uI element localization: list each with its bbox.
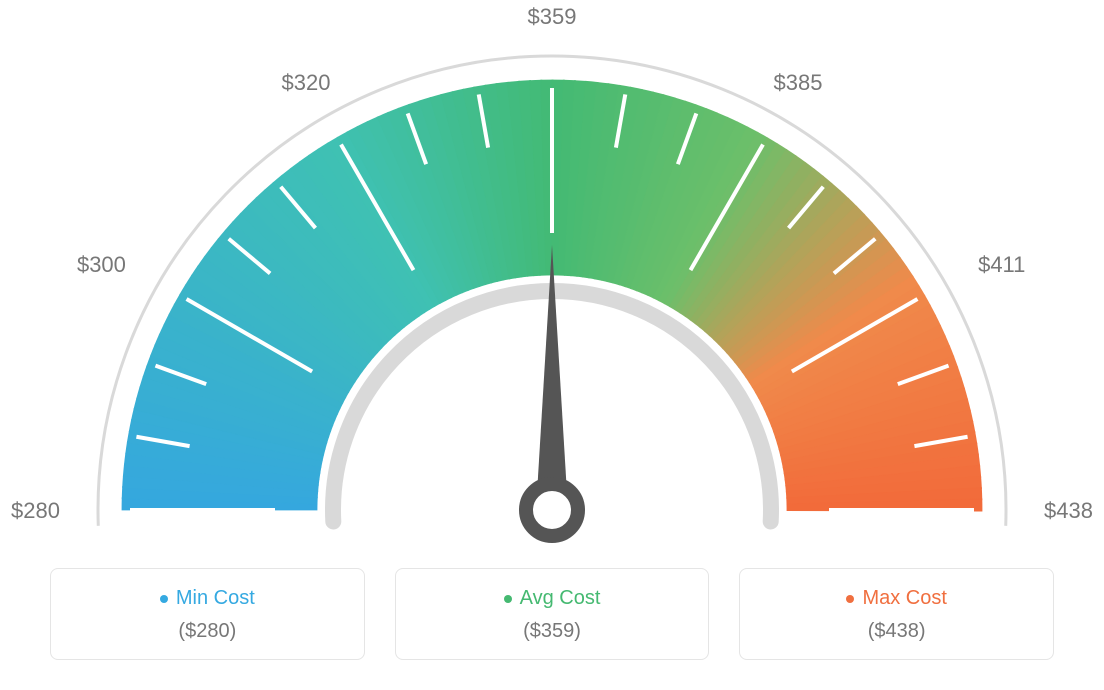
gauge-tick-label: $320: [282, 70, 331, 95]
gauge-tick-label: $411: [978, 252, 1025, 277]
legend-card-max: Max Cost ($438): [739, 568, 1054, 660]
gauge-tick-label: $359: [528, 4, 577, 29]
legend-title-min: Min Cost: [61, 587, 354, 610]
gauge-tick-label: $385: [774, 70, 823, 95]
legend-label-min: Min Cost: [176, 587, 255, 609]
legend-title-avg: Avg Cost: [406, 587, 699, 610]
legend-dot-max: [846, 595, 854, 603]
legend-dot-avg: [504, 595, 512, 603]
legend-card-avg: Avg Cost ($359): [395, 568, 710, 660]
legend-card-min: Min Cost ($280): [50, 568, 365, 660]
legend-label-avg: Avg Cost: [520, 587, 601, 609]
legend-dot-min: [160, 595, 168, 603]
legend-row: Min Cost ($280) Avg Cost ($359) Max Cost…: [50, 568, 1054, 660]
gauge-tick-label: $280: [11, 498, 60, 523]
gauge-chart: $280 $300 $320 $359 $385 $411 $438: [0, 0, 1104, 560]
legend-value-min: ($280): [61, 620, 354, 643]
gauge-tick-label: $438: [1044, 498, 1093, 523]
legend-title-max: Max Cost: [750, 587, 1043, 610]
legend-label-max: Max Cost: [862, 587, 946, 609]
chart-container: $280 $300 $320 $359 $385 $411 $438 Min Cost ($…: [0, 0, 1104, 690]
legend-value-avg: ($359): [406, 620, 699, 643]
gauge-tick-label: $300: [77, 252, 126, 277]
legend-value-max: ($438): [750, 620, 1043, 643]
